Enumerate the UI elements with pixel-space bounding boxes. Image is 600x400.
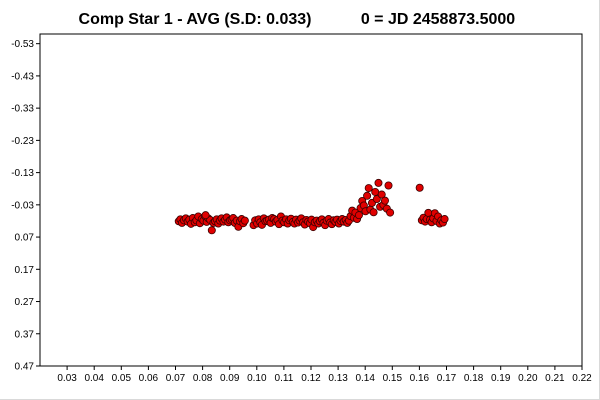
data-point (380, 196, 389, 205)
data-points (174, 178, 449, 235)
chart-subtitle: 0 = JD 2458873.5000 (361, 11, 515, 28)
data-point (372, 195, 381, 204)
y-tick-label: -0.43 (11, 71, 34, 82)
y-tick-label: -0.13 (11, 168, 34, 179)
data-point (415, 183, 424, 192)
data-point (374, 178, 383, 187)
data-point (240, 216, 249, 225)
x-tick-label: 0.03 (57, 373, 77, 384)
y-tick-label: 0.17 (15, 265, 35, 276)
y-tick-label: -0.33 (11, 104, 34, 115)
x-tick-label: 0.16 (410, 373, 430, 384)
x-tick-label: 0.04 (84, 373, 104, 384)
x-tick-label: 0.05 (112, 373, 132, 384)
data-point (363, 191, 372, 200)
y-tick-label: -0.53 (11, 39, 34, 50)
data-point (207, 226, 216, 235)
x-tick-label: 0.21 (545, 373, 565, 384)
y-tick-label: 0.27 (15, 297, 35, 308)
data-point (364, 184, 373, 193)
x-tick-label: 0.20 (518, 373, 538, 384)
y-tick-label: 0.37 (15, 329, 35, 340)
x-tick-label: 0.08 (193, 373, 213, 384)
data-point (201, 211, 210, 220)
data-point (354, 211, 363, 220)
x-tick-label: 0.22 (572, 373, 592, 384)
x-axis: 0.03 0.04 0.05 0.06 0.07 0.08 0.09 0.10 0.11 0.12… (57, 366, 592, 384)
x-tick-label: 0.06 (139, 373, 159, 384)
y-axis: -0.53 -0.43 -0.33 -0.23 -0.13 -0.03 0.07 0.17 0.… (11, 39, 40, 373)
y-tick-label: 0.07 (15, 233, 35, 244)
x-tick-label: 0.07 (166, 373, 186, 384)
chart-title: Comp Star 1 - AVG (S.D: 0.033) (79, 11, 312, 28)
x-tick-label: 0.09 (220, 373, 240, 384)
x-tick-label: 0.10 (247, 373, 267, 384)
y-tick-label: 0.47 (15, 362, 35, 373)
x-tick-label: 0.14 (355, 373, 375, 384)
data-point (386, 208, 395, 217)
data-point (384, 181, 393, 190)
x-tick-label: 0.17 (437, 373, 457, 384)
x-tick-label: 0.13 (328, 373, 348, 384)
x-tick-label: 0.18 (464, 373, 484, 384)
x-tick-label: 0.19 (491, 373, 511, 384)
y-tick-label: -0.03 (11, 200, 34, 211)
plot-area (39, 33, 583, 367)
data-point (440, 215, 449, 224)
data-point (369, 208, 378, 217)
x-tick-label: 0.15 (383, 373, 403, 384)
x-tick-label: 0.12 (301, 373, 321, 384)
y-tick-label: -0.23 (11, 136, 34, 147)
x-tick-label: 0.11 (275, 373, 294, 384)
data-point (377, 190, 386, 199)
